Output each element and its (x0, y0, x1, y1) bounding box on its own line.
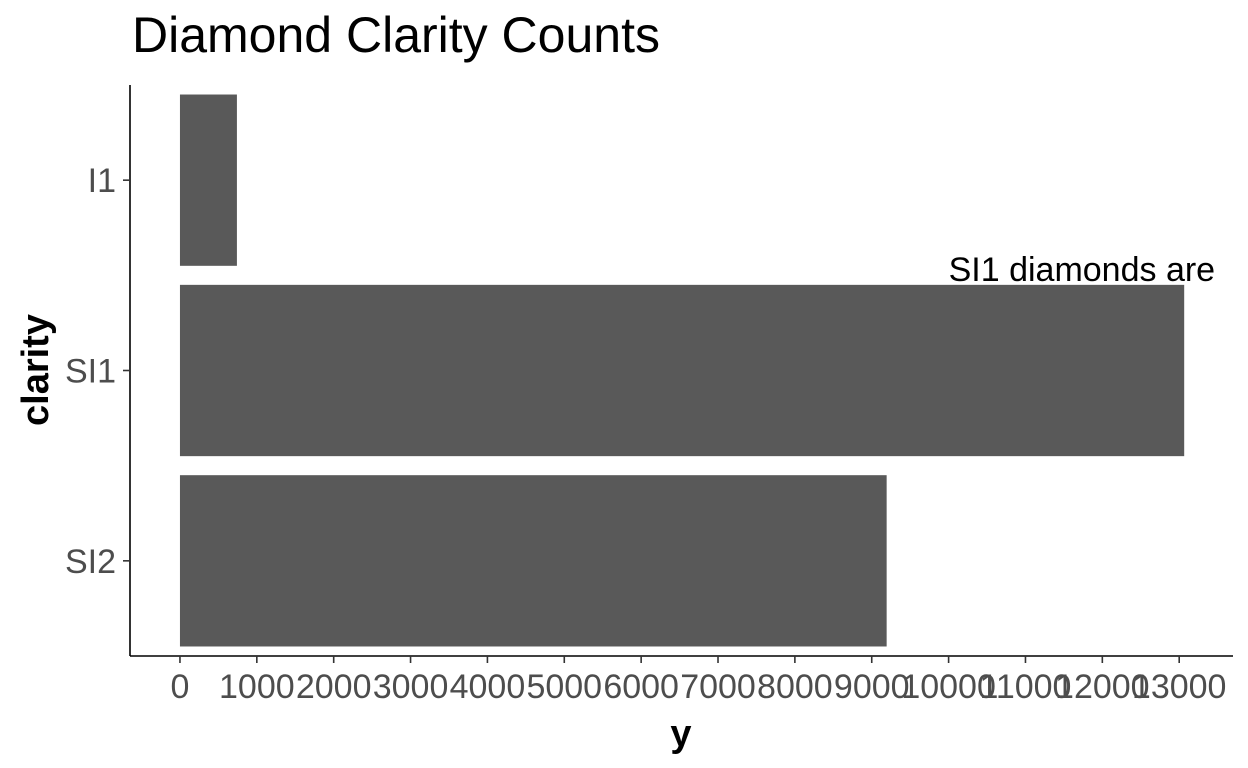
x-tick-label: 2000 (296, 668, 372, 706)
x-tick-label: 9000 (834, 668, 910, 706)
chart-title: Diamond Clarity Counts (132, 7, 660, 63)
x-tick-label: 3000 (373, 668, 449, 706)
bar-si1 (179, 284, 1185, 457)
x-tick-label: 6000 (603, 668, 679, 706)
y-axis-title: clarity (15, 314, 57, 426)
x-tick-label: 7000 (680, 668, 756, 706)
bar-i1 (179, 94, 237, 266)
x-tick-label: 13000 (1132, 668, 1227, 706)
bars-group (179, 94, 1185, 647)
x-tick-label: 12000 (1055, 668, 1150, 706)
x-tick-label: 4000 (450, 668, 526, 706)
bar-si2 (179, 475, 887, 647)
x-tick-label: 5000 (526, 668, 602, 706)
annotation-label: SI1 diamonds are (949, 251, 1216, 289)
x-axis-ticks: 0 1000 2000 3000 4000 5000 6000 7000 8000 9000100… (171, 656, 1227, 706)
y-tick-label: I1 (88, 162, 116, 200)
y-tick-label: SI2 (65, 543, 116, 581)
y-tick-label: SI1 (65, 353, 116, 391)
y-axis-ticks: I1 SI1 SI2 (65, 162, 130, 581)
x-tick-label: 10000 (901, 668, 996, 706)
x-tick-label: 0 (171, 668, 190, 706)
x-tick-label: 8000 (757, 668, 833, 706)
x-axis-title: y (670, 713, 691, 755)
x-tick-label: 1000 (219, 668, 295, 706)
annotation-layer: SI1 diamonds are (949, 251, 1216, 289)
x-tick-label: 11000 (979, 668, 1071, 706)
